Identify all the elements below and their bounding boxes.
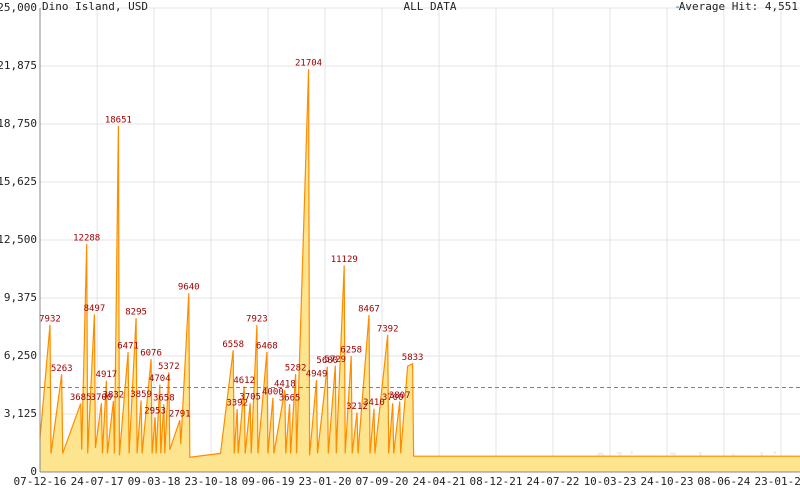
value-label: 5833 xyxy=(402,353,424,363)
x-tick-label: 09-06-19 xyxy=(242,475,295,488)
value-label: 7392 xyxy=(377,324,399,334)
x-tick-label: 23-01-20 xyxy=(299,475,352,488)
value-label: 4612 xyxy=(233,376,255,386)
value-label: 3700 xyxy=(91,393,113,403)
y-tick-label: 6,250 xyxy=(4,349,37,362)
value-label: 3212 xyxy=(346,402,368,412)
value-label: 6558 xyxy=(222,340,244,350)
y-tick-label: 0 xyxy=(30,465,37,478)
chart-title: Dino Island, USD xyxy=(42,0,148,13)
value-label: 3658 xyxy=(153,394,175,404)
x-tick-label: 23-10-18 xyxy=(184,475,237,488)
area xyxy=(40,69,800,472)
value-label: 3392 xyxy=(226,399,248,409)
value-label: 8497 xyxy=(84,304,106,314)
y-tick-label: 9,375 xyxy=(4,291,37,304)
value-label: 5263 xyxy=(51,364,73,374)
y-tick-label: 21,875 xyxy=(0,59,37,72)
average-legend: Average Hit: 4,551 xyxy=(679,0,798,13)
value-label: 3859 xyxy=(130,390,152,400)
chart-subtitle: ALL DATA xyxy=(404,0,457,13)
x-tick-label: 24-07-17 xyxy=(71,475,124,488)
value-label: 8295 xyxy=(125,308,147,318)
value-label: 4917 xyxy=(96,370,118,380)
value-label: 9640 xyxy=(178,283,200,293)
x-tick-label: 24-10-23 xyxy=(640,475,693,488)
x-tick-label: 07-09-20 xyxy=(355,475,408,488)
value-label: 3410 xyxy=(363,398,385,408)
value-label: 3807 xyxy=(389,391,411,401)
value-label: 21704 xyxy=(295,59,322,69)
value-label: 3700 xyxy=(382,393,404,403)
value-label: 18651 xyxy=(105,115,132,125)
value-label: 4418 xyxy=(274,380,296,390)
value-label: 6471 xyxy=(117,341,139,351)
value-label: 6258 xyxy=(340,345,362,355)
value-label: 5680 xyxy=(316,356,338,366)
value-label: 5372 xyxy=(158,362,180,372)
x-tick-label: 08-06-24 xyxy=(697,475,750,488)
value-label: 3832 xyxy=(103,390,125,400)
value-label: 7932 xyxy=(39,314,61,324)
y-tick-label: 18,750 xyxy=(0,117,37,130)
y-tick-label: 3,125 xyxy=(4,407,37,420)
value-label: 8467 xyxy=(358,304,380,314)
y-tick-label: 25,000 xyxy=(0,1,37,14)
value-label: 5729 xyxy=(324,355,346,365)
value-label: 12288 xyxy=(73,233,100,243)
value-label: 11129 xyxy=(331,255,358,265)
y-tick-label: 15,625 xyxy=(0,175,37,188)
value-label: 3685 xyxy=(70,393,92,403)
x-tick-label: 24-04-21 xyxy=(413,475,466,488)
value-label: 3665 xyxy=(279,393,301,403)
value-label: 5282 xyxy=(285,363,307,373)
value-label: 7923 xyxy=(246,314,268,324)
value-label: 6468 xyxy=(256,341,278,351)
x-tick-label: 24-07-22 xyxy=(526,475,579,488)
value-label: 2791 xyxy=(169,410,191,420)
x-tick-label: 07-12-16 xyxy=(14,475,67,488)
x-tick-label: 09-03-18 xyxy=(128,475,181,488)
x-tick-label: 08-12-21 xyxy=(470,475,523,488)
x-tick-label: 23-01-25 xyxy=(755,475,800,488)
y-tick-label: 12,500 xyxy=(0,233,37,246)
line xyxy=(39,69,800,458)
x-tick-label: 10-03-23 xyxy=(584,475,637,488)
value-label: 2953 xyxy=(144,407,166,417)
value-label: 6076 xyxy=(140,349,162,359)
value-label: 4949 xyxy=(306,370,328,380)
value-label: 4000 xyxy=(262,387,284,397)
value-label: 4704 xyxy=(149,374,171,384)
value-label: 3705 xyxy=(239,393,261,403)
